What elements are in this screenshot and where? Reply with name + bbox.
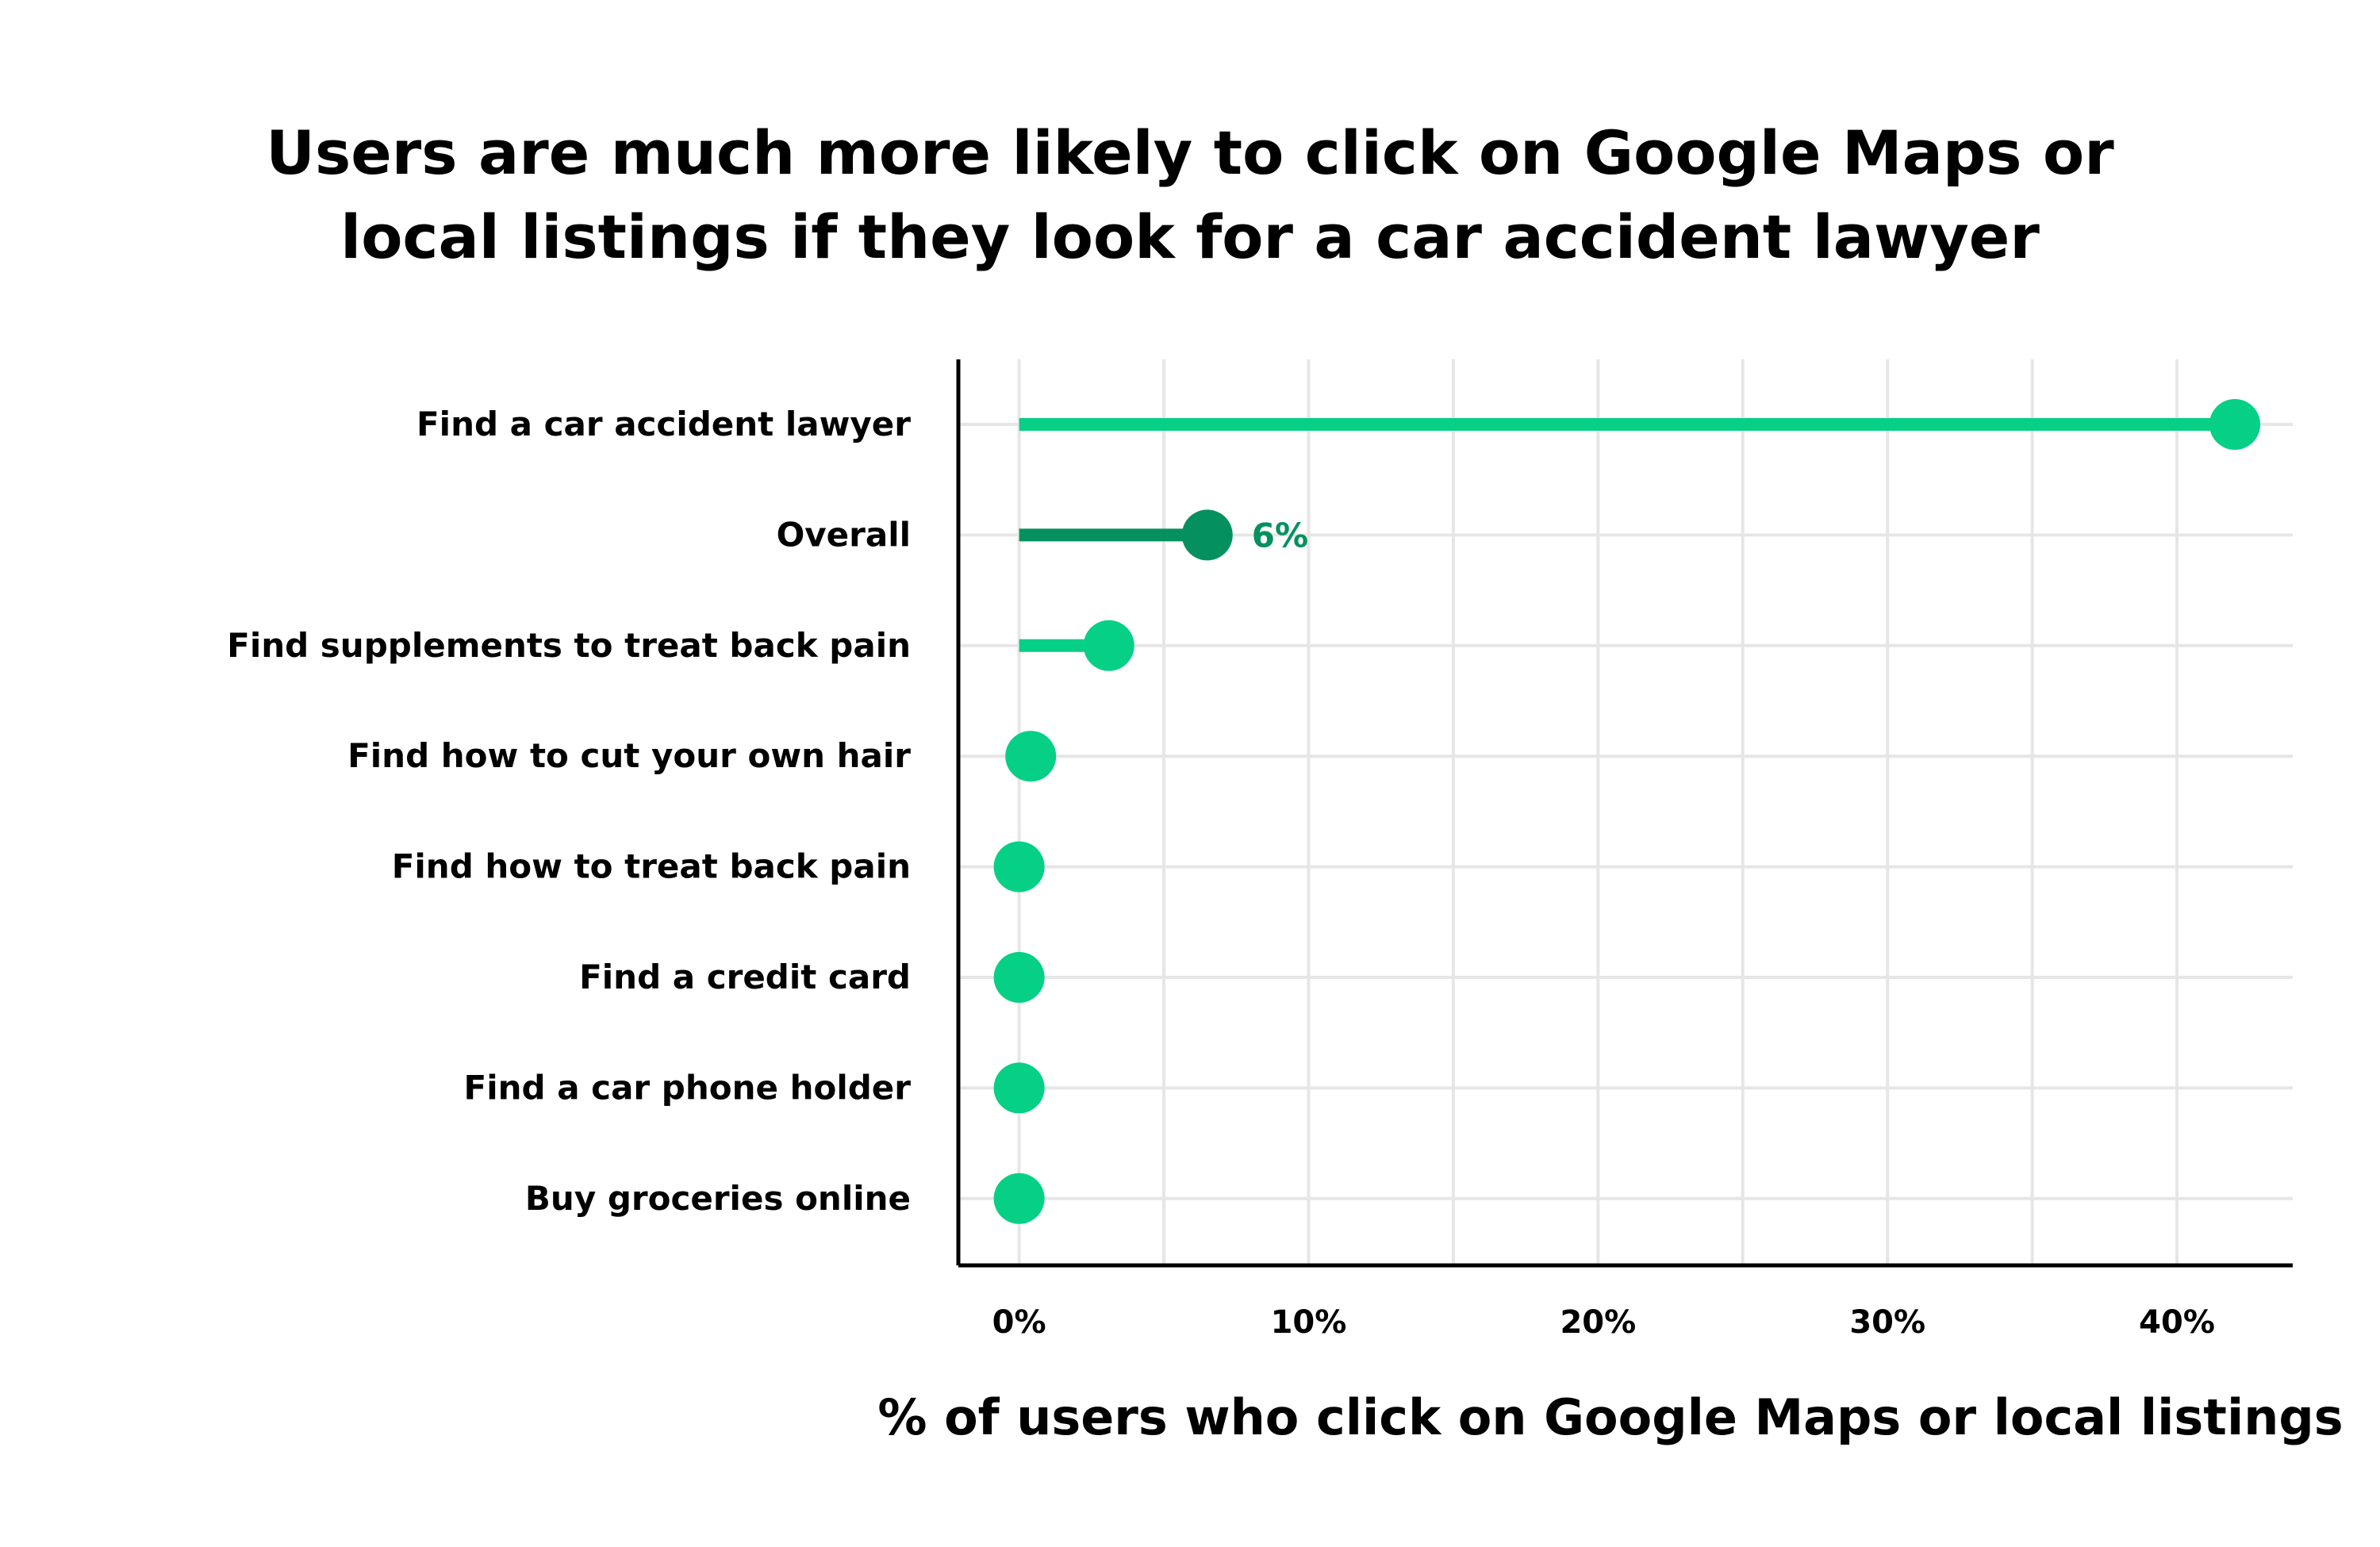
category-label: Overall: [777, 515, 911, 554]
category-label: Find how to cut your own hair: [347, 736, 911, 775]
chart-title-line-2: local listings if they look for a car ac…: [340, 202, 2040, 272]
category-label: Find a car accident lawyer: [416, 405, 911, 443]
grid: [958, 359, 2293, 1265]
lollipop-dot: [1083, 620, 1134, 671]
lollipop-dot: [993, 841, 1045, 892]
lollipop-dot: [1005, 731, 1057, 782]
lollipop-dot: [993, 1062, 1045, 1114]
category-label: Find supplements to treat back pain: [227, 626, 911, 665]
chart-title: Users are much more likely to click on G…: [0, 111, 2380, 279]
data-label: 6%: [1252, 516, 1308, 555]
x-tick-label: 0%: [992, 1304, 1046, 1341]
x-tick-label: 40%: [2139, 1304, 2215, 1341]
x-tick-label: 30%: [1849, 1304, 1925, 1341]
lollipop-dot: [1181, 509, 1233, 561]
category-label: Find how to treat back pain: [392, 847, 911, 886]
category-label: Find a car phone holder: [464, 1068, 912, 1107]
x-tick-label: 20%: [1560, 1304, 1636, 1341]
x-tick-label: 10%: [1271, 1304, 1347, 1341]
lollipop-dot: [993, 952, 1045, 1003]
axes: [956, 359, 2293, 1268]
x-axis-title: % of users who click on Google Maps or l…: [877, 1388, 2344, 1446]
category-label: Buy groceries online: [525, 1179, 911, 1218]
labels: 0% 10% 20% 30% 40% Find a car accident lawyer…: [227, 405, 2215, 1341]
lollipop-dot: [993, 1173, 1045, 1224]
lollipop-dot: [2209, 399, 2261, 450]
data-marks: [993, 399, 2261, 1224]
chart-title-line-1: Users are much more likely to click on G…: [266, 117, 2114, 188]
category-label: Find a credit card: [579, 958, 911, 996]
